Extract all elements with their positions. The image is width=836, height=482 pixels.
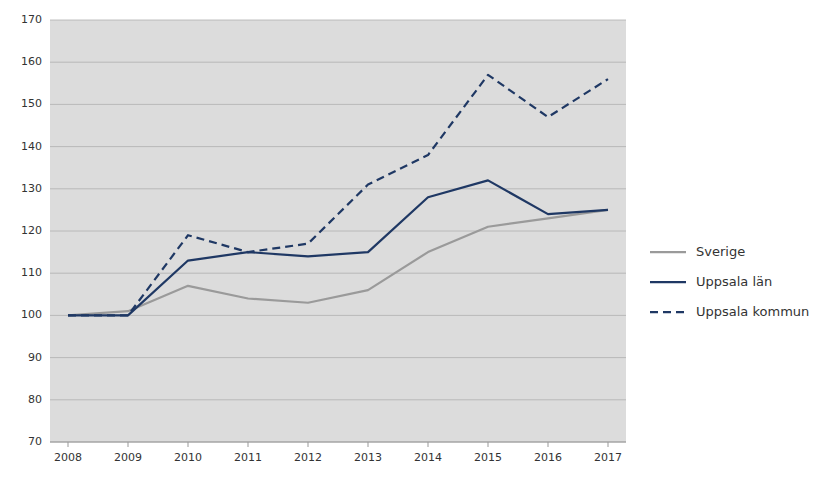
y-tick-label: 70 <box>28 435 42 448</box>
x-tick <box>608 442 609 447</box>
legend-label: Sverige <box>696 244 745 259</box>
x-tick <box>128 442 129 447</box>
grid-line <box>50 104 626 105</box>
x-tick-label: 2012 <box>294 451 322 464</box>
x-tick <box>188 442 189 447</box>
chart-container: 7080901001101201301401501601702008200920… <box>0 0 836 482</box>
series-line <box>68 75 608 316</box>
y-tick-label: 110 <box>21 266 42 279</box>
x-tick-label: 2015 <box>474 451 502 464</box>
grid-line <box>50 146 626 147</box>
legend: Sverige Uppsala län Uppsala kommun <box>650 244 809 319</box>
y-tick-label: 80 <box>28 393 42 406</box>
x-tick <box>308 442 309 447</box>
y-tick-label: 90 <box>28 351 42 364</box>
grid-line <box>50 273 626 274</box>
plot-background <box>50 20 626 442</box>
legend-label: Uppsala kommun <box>696 304 809 319</box>
grid-line <box>50 188 626 189</box>
chart-svg: 7080901001101201301401501601702008200920… <box>0 0 836 482</box>
y-tick-label: 100 <box>21 308 42 321</box>
y-axis: 70 80 90 100 110 120 130 140 150 160 170 <box>21 13 42 448</box>
x-tick <box>248 442 249 447</box>
x-tick <box>368 442 369 447</box>
x-tick-label: 2008 <box>54 451 82 464</box>
y-tick-label: 120 <box>21 224 42 237</box>
y-grid <box>50 20 626 442</box>
series-line <box>68 180 608 315</box>
x-tick-label: 2016 <box>534 451 562 464</box>
y-tick-label: 160 <box>21 55 42 68</box>
grid-line <box>50 442 626 443</box>
grid-line <box>50 399 626 400</box>
series-group <box>68 75 608 316</box>
legend-swatch <box>650 311 686 313</box>
grid-line <box>50 357 626 358</box>
x-tick-label: 2013 <box>354 451 382 464</box>
x-tick-label: 2017 <box>594 451 622 464</box>
x-tick <box>68 442 69 447</box>
x-tick-label: 2009 <box>114 451 142 464</box>
x-tick-label: 2010 <box>174 451 202 464</box>
grid-line <box>50 231 626 232</box>
legend-swatch <box>650 281 686 283</box>
x-axis-line <box>50 442 626 443</box>
y-tick-label: 130 <box>21 182 42 195</box>
grid-line <box>50 62 626 63</box>
y-tick-label: 170 <box>21 13 42 26</box>
y-tick-label: 150 <box>21 97 42 110</box>
legend-swatch <box>650 251 686 253</box>
grid-line <box>50 20 626 21</box>
x-tick <box>428 442 429 447</box>
grid-line <box>50 315 626 316</box>
x-tick-label: 2014 <box>414 451 442 464</box>
x-tick <box>548 442 549 447</box>
legend-label: Uppsala län <box>696 274 772 289</box>
x-axis: 2008 2009 2010 2011 2012 2013 2014 2015 2016 2017 <box>50 442 626 464</box>
x-tick-label: 2011 <box>234 451 262 464</box>
y-tick-label: 140 <box>21 140 42 153</box>
x-tick <box>488 442 489 447</box>
series-line <box>68 210 608 316</box>
